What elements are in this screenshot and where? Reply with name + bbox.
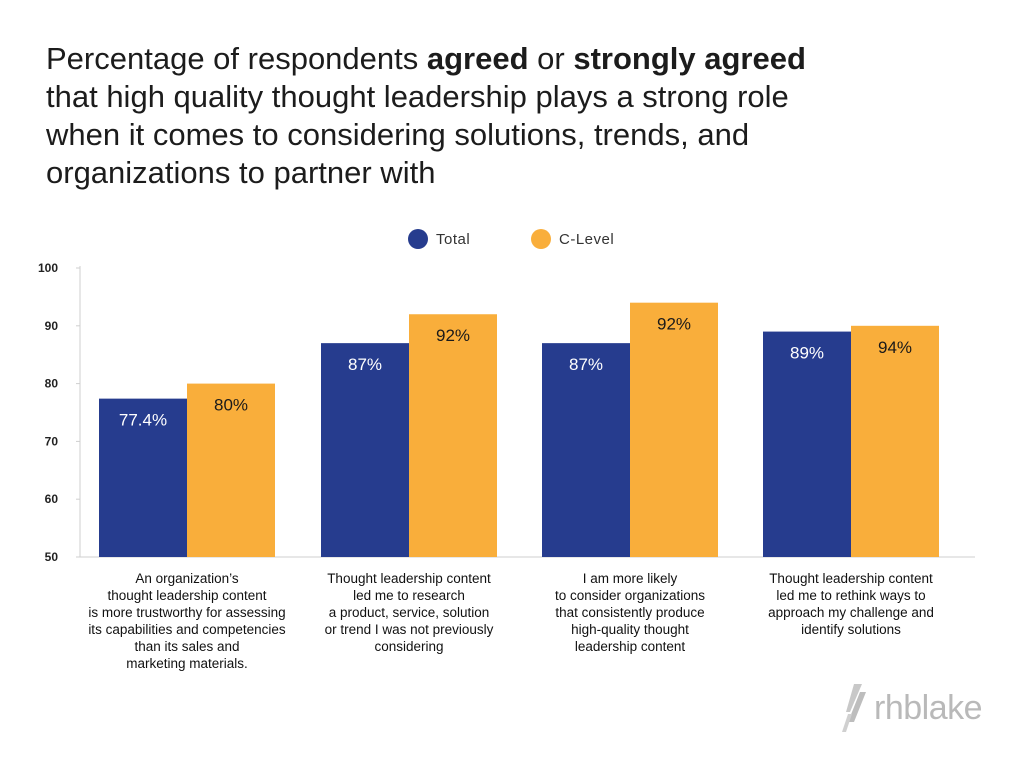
bar-c-level (630, 302, 718, 557)
title-line-4: organizations to partner with (46, 155, 436, 190)
bar-value-label: 94% (878, 338, 912, 357)
category-label-line: An organization’s (135, 571, 239, 586)
bar-c-level (851, 325, 939, 557)
category-label-line: leadership content (574, 639, 686, 654)
bar-value-label: 92% (657, 315, 691, 334)
category-label-line: Thought leadership content (327, 571, 491, 586)
category-label-line: identify solutions (801, 622, 901, 637)
category-label-line: than its sales and (134, 639, 240, 654)
bar-value-label: 87% (569, 355, 603, 374)
category-label-line: is more trustworthy for assessing (88, 605, 286, 620)
category-label-line: marketing materials. (126, 656, 248, 671)
title-line-2: that high quality thought leadership pla… (46, 79, 789, 114)
category-label-line: or trend I was not previously (324, 622, 494, 637)
bar-c-level (409, 314, 497, 557)
bar-total (321, 343, 409, 557)
category-label-line: approach my challenge and (768, 605, 934, 620)
legend-item-total: Total (408, 229, 470, 249)
category-label-line: to consider organizations (554, 588, 706, 603)
category-label-line: that consistently produce (555, 605, 705, 620)
bar-total (99, 398, 187, 557)
category-label-line: Thought leadership content (769, 571, 933, 586)
bar-value-label: 89% (790, 344, 824, 363)
legend-item-c-level: C-Level (531, 229, 614, 249)
y-tick-label: 80 (45, 377, 59, 391)
title-bold-strongly-agreed: strongly agreed (573, 41, 806, 76)
category-label-line: I am more likely (582, 571, 678, 586)
bar-value-label: 87% (348, 355, 382, 374)
y-tick-label: 90 (45, 319, 59, 333)
category-label-line: high-quality thought (571, 622, 689, 637)
y-tick-label: 50 (45, 550, 59, 564)
category-label-line: led me to research (353, 588, 465, 603)
category-label-line: a product, service, solution (328, 605, 490, 620)
category-label: I am more likely to consider organization… (515, 570, 745, 655)
title-line-3: when it comes to considering solutions, … (46, 117, 750, 152)
title-bold-agreed: agreed (426, 41, 529, 76)
legend-swatch-total (408, 229, 428, 249)
chart-legend: Total C-Level (0, 229, 1024, 251)
title-line-1: Percentage of respondents agreed or stro… (46, 40, 946, 78)
title-text: or (528, 41, 574, 76)
bar-value-label: 77.4% (119, 411, 167, 430)
legend-label-c-level: C-Level (559, 230, 615, 248)
bar-c-level (187, 383, 275, 557)
legend-label-total: Total (436, 230, 471, 248)
category-label-line: considering (374, 639, 444, 654)
chart-title: Percentage of respondents agreed or stro… (46, 40, 946, 192)
category-label-line: led me to rethink ways to (776, 588, 926, 603)
category-label: Thought leadership content led me to reth… (736, 570, 966, 638)
title-text: Percentage of respondents (46, 41, 427, 76)
category-label-line: its capabilities and competencies (88, 622, 286, 637)
bar-value-label: 80% (214, 396, 248, 415)
category-label: Thought leadership content led me to rese… (294, 570, 524, 655)
company-logo: rhblake (840, 683, 983, 733)
y-tick-label: 100 (38, 261, 58, 275)
bar-total (763, 331, 851, 557)
category-label: An organization’s thought leadership cont… (72, 570, 302, 672)
logo-wordmark: rhblake (874, 688, 983, 727)
category-label-line: thought leadership content (107, 588, 267, 603)
rhblake-logo-icon (842, 684, 866, 732)
bar-total (542, 343, 630, 557)
y-tick-label: 60 (45, 492, 59, 506)
legend-swatch-c-level (531, 229, 551, 249)
y-tick-label: 70 (45, 434, 59, 448)
bar-value-label: 92% (436, 326, 470, 345)
